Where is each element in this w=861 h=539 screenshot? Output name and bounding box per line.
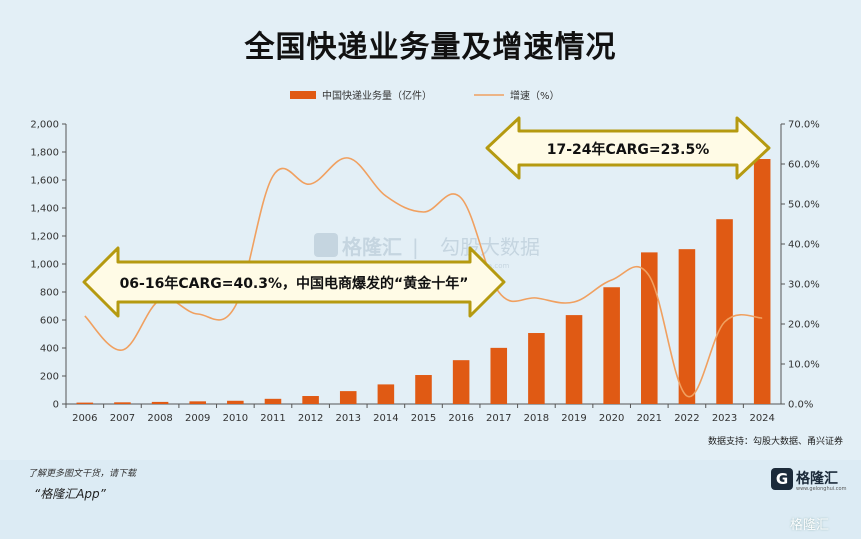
bar-2017 (490, 347, 508, 404)
left-double-arrow (82, 246, 506, 318)
bar-2014 (377, 384, 395, 404)
bar-2006 (76, 402, 94, 404)
watermark-logo-icon (314, 233, 338, 257)
right-tick-label: 50.0% (788, 200, 820, 211)
bar-2015 (415, 375, 432, 404)
right-double-arrow (485, 116, 771, 180)
bar-2018 (528, 333, 545, 404)
bar-2022 (678, 249, 696, 404)
source-note: 数据支持：勾股大数据、甬兴证券 (708, 435, 843, 447)
legend-line-label: 增速（%） (510, 89, 560, 102)
right-tick-label: 70.0% (788, 120, 820, 131)
bar-2020 (603, 287, 620, 404)
watermark-name: 格隆汇 (342, 235, 402, 259)
footer-download-prompt: 了解更多图文干货，请下载 (28, 469, 137, 479)
left-tick-label: 2,000 (30, 120, 59, 131)
left-arrow-annotation: 06-16年CARG=40.3%，中国电商爆发的“黄金十年” (82, 246, 506, 318)
bar-2008 (151, 401, 169, 404)
right-tick-label: 30.0% (788, 280, 820, 291)
bar-2011 (264, 398, 282, 404)
x-tick-label: 2012 (298, 413, 323, 424)
corner-watermark: 格隆汇 (790, 518, 830, 533)
left-arrow-text: 06-16年CARG=40.3%，中国电商爆发的“黄金十年” (120, 275, 469, 292)
x-tick-label: 2013 (336, 413, 361, 424)
x-tick-label: 2022 (674, 413, 699, 424)
x-tick-label: 2019 (561, 413, 586, 424)
x-tick-label: 2017 (486, 413, 511, 424)
left-tick-label: 0 (53, 400, 59, 411)
right-tick-label: 10.0% (788, 360, 820, 371)
right-tick-label: 20.0% (788, 320, 820, 331)
x-tick-label: 2021 (637, 413, 662, 424)
x-tick-label: 2018 (524, 413, 549, 424)
left-tick-label: 200 (40, 372, 59, 383)
x-tick-label: 2016 (448, 413, 473, 424)
right-arrow-annotation: 17-24年CARG=23.5% (485, 116, 771, 180)
footer-app-name: “格隆汇App” (34, 487, 106, 501)
left-tick-label: 1,400 (30, 204, 59, 215)
legend-bar-swatch (290, 91, 316, 99)
bar-2023 (716, 219, 733, 404)
legend-bar-label: 中国快递业务量（亿件） (322, 89, 432, 102)
bar-2016 (452, 360, 470, 404)
right-tick-label: 0.0% (788, 400, 813, 411)
bar-2010 (227, 400, 244, 404)
watermark-separator: | (412, 235, 419, 259)
brand-logo: G 格隆汇 www.gelonghui.com (771, 468, 846, 496)
bar-2019 (565, 315, 583, 404)
center-watermark: 格隆汇 | 勾股大数据 www.gogudata.com (314, 233, 540, 270)
brand-logo-icon: G (771, 468, 793, 490)
x-tick-label: 2011 (260, 413, 285, 424)
axes: 0 200 400 600 800 1,000 1,200 1,400 1,600 1,800 2,… (30, 120, 819, 425)
bar-2012 (302, 396, 319, 404)
right-tick-label: 40.0% (788, 240, 820, 251)
left-tick-label: 400 (40, 344, 59, 355)
x-tick-label: 2024 (749, 413, 774, 424)
brand-logo-text: 格隆汇 (796, 471, 838, 487)
bar-2024 (753, 159, 771, 404)
growth-rate-line (84, 157, 763, 398)
left-tick-label: 1,600 (30, 176, 59, 187)
x-tick-label: 2010 (223, 413, 248, 424)
left-tick-label: 1,800 (30, 148, 59, 159)
left-tick-label: 600 (40, 316, 59, 327)
x-tick-label: 2008 (147, 413, 172, 424)
growth-line-layer (84, 157, 763, 398)
chart-title: 全国快递业务量及增速情况 (244, 30, 617, 65)
right-arrow-text: 17-24年CARG=23.5% (547, 141, 709, 158)
bar-2007 (114, 402, 131, 404)
bar-2009 (189, 401, 206, 404)
right-tick-label: 60.0% (788, 160, 820, 171)
watermark-partner: 勾股大数据 (440, 235, 540, 259)
bar-2021 (641, 252, 658, 404)
x-tick-label: 2015 (411, 413, 436, 424)
x-tick-label: 2023 (712, 413, 737, 424)
chart-svg: 中国快递业务量（亿件） 增速（%） 格隆汇 | 勾股大数据 www.goguda… (30, 89, 843, 447)
x-tick-label: 2007 (110, 413, 135, 424)
left-tick-label: 1,200 (30, 232, 59, 243)
x-tick-label: 2014 (373, 413, 398, 424)
x-tick-label: 2006 (72, 413, 97, 424)
left-tick-label: 1,000 (30, 260, 59, 271)
left-tick-label: 800 (40, 288, 59, 299)
brand-logo-url: www.gelonghui.com (796, 486, 847, 492)
x-tick-label: 2009 (185, 413, 210, 424)
bar-2013 (339, 391, 357, 404)
bars (76, 159, 771, 404)
x-tick-label: 2020 (599, 413, 624, 424)
